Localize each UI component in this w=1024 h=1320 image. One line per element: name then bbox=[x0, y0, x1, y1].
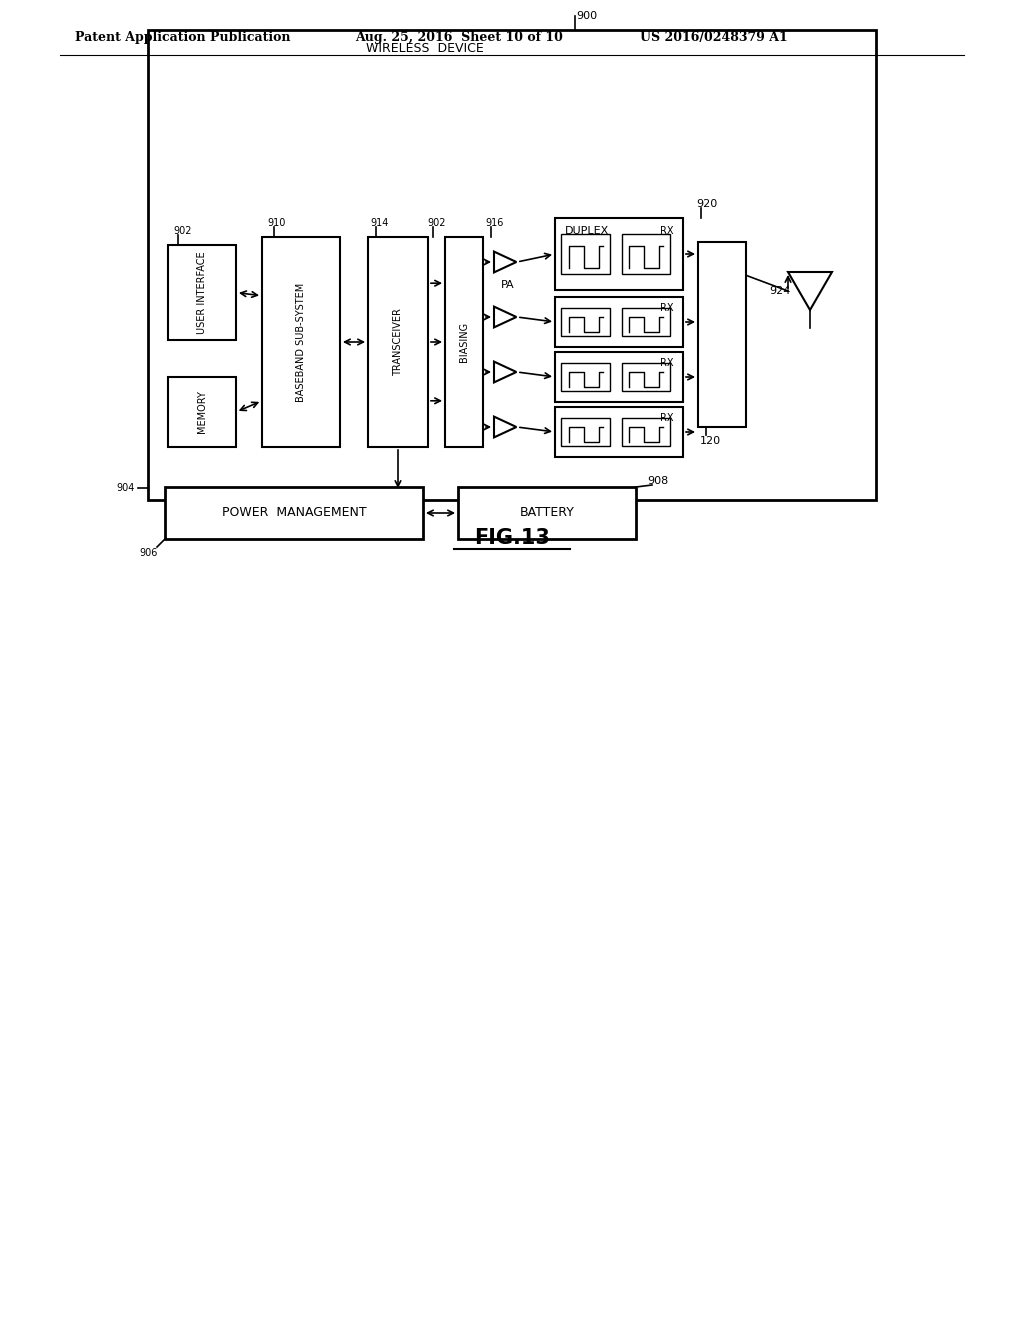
Text: 908: 908 bbox=[647, 477, 669, 486]
Text: BATTERY: BATTERY bbox=[519, 507, 574, 520]
Text: US 2016/0248379 A1: US 2016/0248379 A1 bbox=[640, 30, 787, 44]
Text: 902: 902 bbox=[427, 218, 445, 228]
Text: 914: 914 bbox=[370, 218, 388, 228]
FancyBboxPatch shape bbox=[561, 234, 610, 273]
FancyBboxPatch shape bbox=[622, 363, 670, 391]
FancyBboxPatch shape bbox=[622, 234, 670, 273]
FancyBboxPatch shape bbox=[458, 487, 636, 539]
FancyBboxPatch shape bbox=[622, 309, 670, 335]
FancyBboxPatch shape bbox=[368, 238, 428, 447]
Text: 916: 916 bbox=[485, 218, 504, 228]
Text: 906: 906 bbox=[140, 548, 158, 558]
Text: RX: RX bbox=[660, 226, 674, 236]
Text: 902: 902 bbox=[173, 226, 191, 236]
FancyBboxPatch shape bbox=[165, 487, 423, 539]
Text: POWER  MANAGEMENT: POWER MANAGEMENT bbox=[221, 507, 367, 520]
FancyBboxPatch shape bbox=[168, 246, 236, 341]
Text: 910: 910 bbox=[267, 218, 286, 228]
Text: RX: RX bbox=[660, 358, 674, 368]
FancyBboxPatch shape bbox=[148, 30, 876, 500]
Text: MEMORY: MEMORY bbox=[197, 391, 207, 433]
Text: 900: 900 bbox=[577, 11, 598, 21]
Text: TRANSCEIVER: TRANSCEIVER bbox=[393, 308, 403, 376]
FancyBboxPatch shape bbox=[445, 238, 483, 447]
FancyBboxPatch shape bbox=[555, 407, 683, 457]
FancyBboxPatch shape bbox=[622, 418, 670, 446]
Text: FIG.13: FIG.13 bbox=[474, 528, 550, 548]
Text: 924: 924 bbox=[769, 286, 791, 296]
Text: WIRELESS  DEVICE: WIRELESS DEVICE bbox=[366, 41, 483, 54]
FancyBboxPatch shape bbox=[262, 238, 340, 447]
FancyBboxPatch shape bbox=[555, 218, 683, 290]
FancyBboxPatch shape bbox=[555, 297, 683, 347]
FancyBboxPatch shape bbox=[561, 309, 610, 335]
FancyBboxPatch shape bbox=[555, 352, 683, 403]
Text: RX: RX bbox=[660, 304, 674, 313]
Text: Aug. 25, 2016  Sheet 10 of 10: Aug. 25, 2016 Sheet 10 of 10 bbox=[355, 30, 563, 44]
FancyBboxPatch shape bbox=[561, 363, 610, 391]
Text: USER INTERFACE: USER INTERFACE bbox=[197, 251, 207, 334]
Text: Patent Application Publication: Patent Application Publication bbox=[75, 30, 291, 44]
FancyBboxPatch shape bbox=[168, 378, 236, 447]
Text: PA: PA bbox=[501, 281, 515, 290]
Text: BASEBAND SUB-SYSTEM: BASEBAND SUB-SYSTEM bbox=[296, 282, 306, 401]
Text: RX: RX bbox=[660, 413, 674, 422]
Text: BIASING: BIASING bbox=[459, 322, 469, 362]
Text: 920: 920 bbox=[696, 199, 718, 209]
FancyBboxPatch shape bbox=[561, 418, 610, 446]
FancyBboxPatch shape bbox=[698, 242, 746, 426]
Text: DUPLEX: DUPLEX bbox=[565, 226, 609, 236]
Text: 904: 904 bbox=[117, 483, 135, 492]
Text: 120: 120 bbox=[699, 436, 721, 446]
